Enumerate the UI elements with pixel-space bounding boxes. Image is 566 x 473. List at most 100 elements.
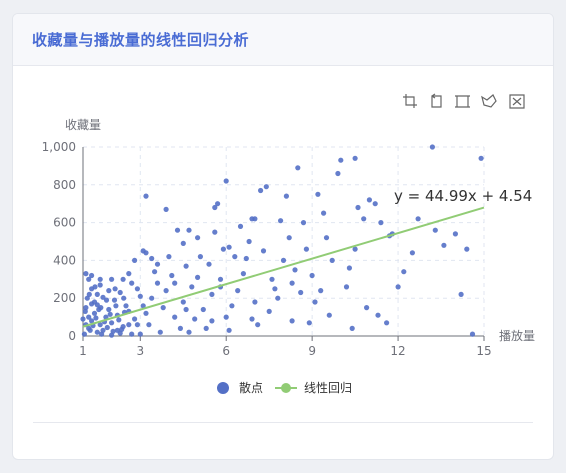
- scatter-point[interactable]: [249, 316, 255, 322]
- scatter-point[interactable]: [97, 282, 103, 288]
- scatter-point[interactable]: [249, 216, 255, 222]
- scatter-point[interactable]: [92, 284, 98, 290]
- legend-item-regression[interactable]: 线性回归: [275, 381, 352, 395]
- scatter-point[interactable]: [212, 229, 218, 235]
- legend[interactable]: 散点 线性回归: [217, 380, 352, 395]
- scatter-point[interactable]: [200, 306, 206, 313]
- scatter-point[interactable]: [220, 246, 226, 252]
- scatter-point[interactable]: [103, 314, 109, 320]
- scatter-point[interactable]: [366, 197, 372, 203]
- scatter-point[interactable]: [103, 297, 110, 303]
- scatter-point[interactable]: [209, 318, 215, 324]
- scatter-point[interactable]: [343, 284, 350, 290]
- scatter-point[interactable]: [94, 302, 100, 308]
- scatter-point[interactable]: [180, 299, 186, 305]
- zoom-select-icon[interactable]: [403, 94, 417, 108]
- scatter-point[interactable]: [378, 220, 384, 226]
- scatter-point[interactable]: [154, 261, 161, 267]
- scatter-point[interactable]: [89, 272, 95, 279]
- scatter-point[interactable]: [93, 315, 99, 321]
- scatter-point[interactable]: [223, 314, 229, 320]
- scatter-point[interactable]: [323, 235, 330, 241]
- scatter-point[interactable]: [163, 206, 169, 212]
- scatter-point[interactable]: [395, 284, 401, 290]
- scatter-point[interactable]: [81, 331, 87, 337]
- scatter-point[interactable]: [246, 238, 252, 245]
- scatter-point[interactable]: [143, 193, 149, 199]
- scatter-point[interactable]: [409, 250, 415, 256]
- scatter-point[interactable]: [129, 280, 135, 286]
- scatter-point[interactable]: [232, 254, 238, 260]
- scatter-point[interactable]: [240, 271, 246, 277]
- scatter-point[interactable]: [166, 254, 172, 260]
- scatter-point[interactable]: [197, 254, 203, 260]
- scatter-point[interactable]: [87, 327, 93, 333]
- scatter-point[interactable]: [275, 295, 281, 301]
- scatter-point[interactable]: [352, 246, 358, 252]
- scatter-point[interactable]: [229, 303, 235, 309]
- scatter-chart[interactable]: 收藏量 播放量 0 200 400 600 800 1,000 1 3 6 9 12 15 y = 4…: [13, 14, 554, 460]
- scatter-point[interactable]: [106, 306, 112, 313]
- scatter-point[interactable]: [163, 288, 169, 294]
- scatter-point[interactable]: [266, 308, 272, 314]
- scatter-point[interactable]: [272, 286, 278, 292]
- scatter-point[interactable]: [203, 325, 209, 331]
- legend-item-scatter[interactable]: 散点: [217, 380, 263, 395]
- scatter-point[interactable]: [206, 261, 212, 267]
- scatter-point[interactable]: [99, 331, 105, 337]
- scatter-point[interactable]: [183, 263, 189, 269]
- scatter-point[interactable]: [458, 291, 464, 297]
- scatter-point[interactable]: [132, 316, 138, 322]
- scatter-point[interactable]: [349, 325, 355, 331]
- scatter-point[interactable]: [174, 227, 181, 233]
- scatter-point[interactable]: [143, 310, 149, 316]
- scatter-point[interactable]: [157, 329, 163, 335]
- lasso-brush-icon[interactable]: [481, 94, 497, 108]
- scatter-point[interactable]: [189, 284, 195, 290]
- scatter-point[interactable]: [134, 322, 140, 328]
- scatter-point[interactable]: [180, 240, 186, 246]
- scatter-point[interactable]: [226, 327, 232, 333]
- scatter-point[interactable]: [91, 310, 98, 316]
- scatter-point[interactable]: [384, 320, 390, 326]
- scatter-point[interactable]: [209, 291, 215, 297]
- scatter-point[interactable]: [235, 288, 241, 294]
- scatter-point[interactable]: [132, 257, 138, 263]
- scatter-point[interactable]: [146, 322, 152, 328]
- scatter-point[interactable]: [152, 269, 158, 275]
- scatter-point[interactable]: [111, 297, 118, 303]
- scatter-point[interactable]: [243, 255, 249, 262]
- scatter-point[interactable]: [295, 165, 301, 171]
- scatter-point[interactable]: [107, 311, 113, 317]
- scatter-point[interactable]: [212, 204, 218, 211]
- scatter-point[interactable]: [186, 329, 192, 335]
- scatter-point[interactable]: [149, 295, 155, 301]
- scatter-point[interactable]: [83, 271, 89, 277]
- scatter-point[interactable]: [318, 288, 324, 294]
- scatter-point[interactable]: [123, 303, 129, 309]
- scatter-point[interactable]: [255, 322, 261, 328]
- scatter-point[interactable]: [326, 312, 332, 318]
- scatter-point[interactable]: [464, 246, 470, 252]
- clear-brush-icon[interactable]: [509, 94, 525, 109]
- scatter-point[interactable]: [140, 248, 146, 254]
- scatter-point[interactable]: [303, 246, 309, 252]
- scatter-point[interactable]: [183, 306, 189, 313]
- scatter-point[interactable]: [109, 276, 115, 282]
- scatter-point[interactable]: [321, 210, 327, 216]
- scatter-point[interactable]: [329, 257, 335, 263]
- scatter-point[interactable]: [215, 201, 221, 207]
- scatter-point[interactable]: [252, 299, 258, 305]
- scatter-point[interactable]: [292, 267, 298, 273]
- scatter-point[interactable]: [117, 289, 123, 296]
- scatter-point[interactable]: [226, 244, 232, 250]
- scatter-point[interactable]: [129, 331, 135, 337]
- scatter-point[interactable]: [137, 293, 143, 299]
- scatter-point[interactable]: [269, 276, 275, 282]
- scatter-point[interactable]: [89, 301, 95, 307]
- scatter-point[interactable]: [186, 227, 192, 233]
- scatter-point[interactable]: [97, 276, 103, 282]
- scatter-point[interactable]: [114, 327, 120, 333]
- scatter-points[interactable]: [80, 144, 484, 338]
- zoom-reset-icon[interactable]: [431, 93, 442, 108]
